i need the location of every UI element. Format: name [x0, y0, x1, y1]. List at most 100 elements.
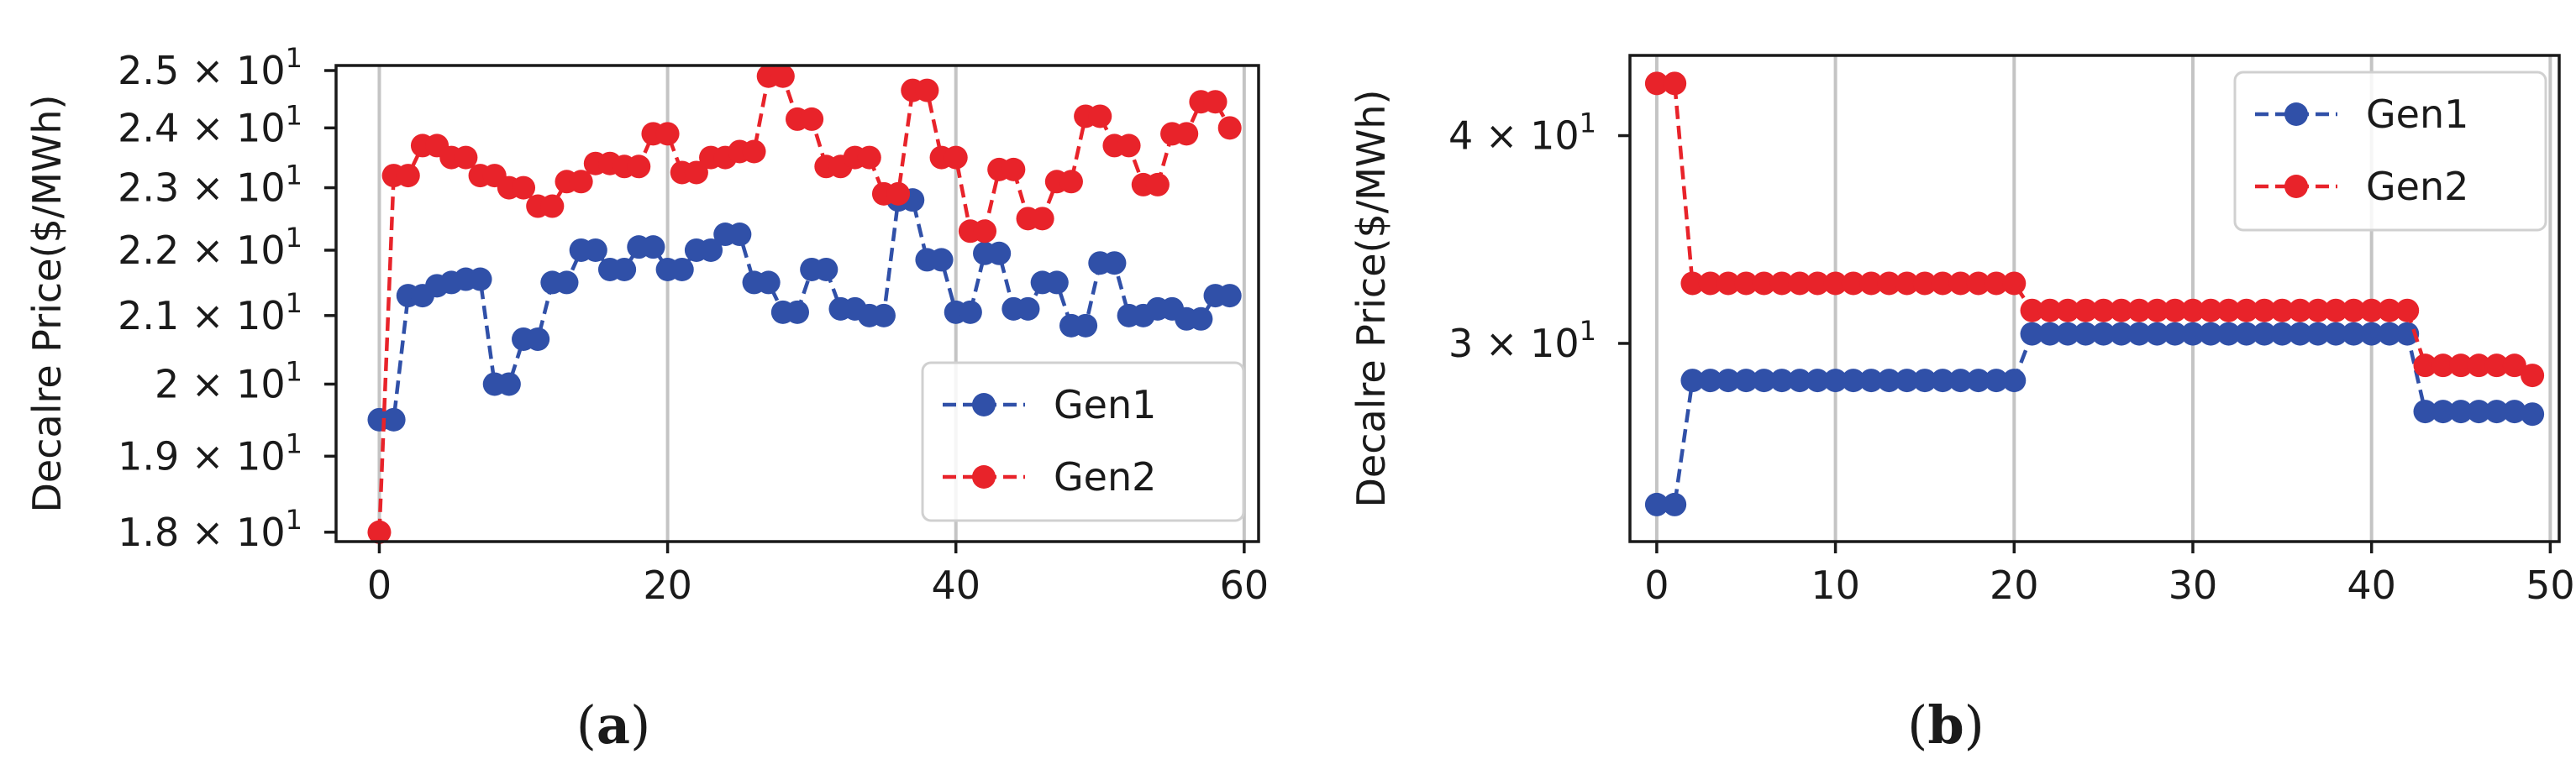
- legend: Gen1 Gen2: [921, 361, 1245, 522]
- data-point-gen2: [1788, 271, 1812, 296]
- data-point-gen2: [1644, 71, 1669, 96]
- data-point-gen2: [1966, 271, 1990, 296]
- data-point-gen1: [929, 248, 954, 272]
- x-tick-label: 40: [931, 563, 980, 608]
- data-point-gen1: [2521, 402, 2545, 427]
- data-point-gen1: [497, 372, 521, 396]
- data-point-gen1: [1912, 369, 1937, 393]
- data-point-gen2: [627, 154, 651, 179]
- x-tick-label: 60: [1220, 563, 1270, 608]
- data-point-gen2: [1806, 271, 1830, 296]
- data-point-gen1: [1044, 270, 1069, 295]
- data-point-gen2: [569, 170, 593, 194]
- y-tick-label: 2.1 × 101: [118, 287, 302, 338]
- data-point-gen1: [1680, 369, 1705, 393]
- data-point-gen2: [2359, 298, 2384, 322]
- data-point-gen2: [2449, 353, 2473, 378]
- data-point-gen2: [973, 219, 997, 243]
- data-point-gen1: [1769, 369, 1794, 393]
- data-point-gen2: [1912, 271, 1937, 296]
- data-point-gen2: [1217, 116, 1242, 140]
- data-point-gen2: [2395, 298, 2420, 322]
- data-point-gen1: [2127, 322, 2152, 346]
- data-point-gen1: [381, 407, 406, 432]
- legend-marker-gen2: [2284, 175, 2308, 198]
- data-point-gen2: [2305, 298, 2330, 322]
- data-point-gen1: [583, 238, 607, 262]
- data-point-gen1: [2020, 322, 2044, 346]
- data-point-gen2: [2270, 298, 2295, 322]
- data-point-gen1: [1663, 492, 1687, 516]
- data-point-gen2: [454, 145, 478, 170]
- data-point-gen1: [2037, 322, 2062, 346]
- data-point-gen1: [2091, 322, 2116, 346]
- data-point-gen1: [1931, 369, 1955, 393]
- data-point-gen2: [655, 122, 680, 146]
- data-point-gen2: [1823, 271, 1848, 296]
- y-tick-label: 4 × 101: [1448, 107, 1596, 159]
- data-point-gen1: [2234, 322, 2258, 346]
- data-point-gen1: [2109, 322, 2133, 346]
- legend-label-gen2: Gen2: [1054, 454, 1156, 500]
- data-point-gen2: [2091, 298, 2116, 322]
- data-point-gen1: [2413, 400, 2437, 424]
- data-point-gen1: [2359, 322, 2384, 346]
- legend-marker-gen1: [972, 393, 996, 416]
- data-point-gen2: [540, 194, 565, 218]
- data-point-gen1: [1644, 492, 1669, 516]
- data-point-gen1: [641, 235, 665, 259]
- data-point-gen1: [1841, 369, 1865, 393]
- data-point-gen1: [2449, 400, 2473, 424]
- y-tick-label: 2 × 101: [155, 355, 302, 406]
- data-point-gen2: [1663, 71, 1687, 96]
- data-point-gen1: [2074, 322, 2098, 346]
- data-point-gen2: [1203, 90, 1228, 114]
- data-point-gen2: [2163, 298, 2187, 322]
- data-point-gen2: [2056, 298, 2080, 322]
- data-point-gen2: [1859, 271, 1884, 296]
- caption-a: (a): [576, 694, 651, 756]
- data-point-gen1: [2324, 322, 2348, 346]
- y-tick-label: 2.2 × 101: [118, 222, 302, 273]
- data-point-gen2: [1030, 207, 1054, 231]
- legend-label-gen2: Gen2: [2366, 164, 2468, 209]
- data-point-gen1: [2431, 400, 2455, 424]
- data-point-gen2: [2431, 353, 2455, 378]
- data-point-gen2: [742, 139, 766, 164]
- data-point-gen2: [2199, 298, 2223, 322]
- x-tick-label: 30: [2169, 563, 2218, 608]
- legend: Gen1 Gen2: [2233, 71, 2547, 232]
- data-point-gen1: [1698, 369, 1722, 393]
- data-point-gen2: [367, 520, 392, 544]
- data-point-gen2: [1931, 271, 1955, 296]
- data-point-gen1: [1016, 296, 1040, 321]
- data-point-gen2: [2324, 298, 2348, 322]
- data-point-gen2: [1088, 104, 1112, 128]
- data-point-gen2: [2253, 298, 2277, 322]
- data-point-gen2: [1877, 271, 1901, 296]
- data-point-gen1: [2056, 322, 2080, 346]
- data-point-gen1: [2467, 400, 2491, 424]
- data-point-gen1: [1948, 369, 1973, 393]
- legend-marker-gen2: [972, 465, 996, 489]
- y-tick-label: 1.9 × 101: [118, 427, 302, 479]
- data-point-gen2: [1698, 271, 1722, 296]
- data-point-gen1: [958, 300, 982, 324]
- data-point-gen1: [2395, 322, 2420, 346]
- caption-b: (b): [1907, 694, 1985, 756]
- data-point-gen2: [684, 160, 708, 185]
- data-point-gen1: [1966, 369, 1990, 393]
- data-point-gen1: [728, 223, 752, 247]
- data-point-gen2: [1001, 157, 1026, 181]
- data-point-gen2: [1752, 271, 1776, 296]
- data-point-gen1: [2145, 322, 2169, 346]
- y-tick-label: 2.3 × 101: [118, 160, 302, 211]
- legend-label-gen1: Gen1: [1054, 382, 1156, 427]
- data-point-gen1: [2270, 322, 2295, 346]
- data-point-gen1: [987, 241, 1012, 265]
- data-point-gen1: [2377, 322, 2401, 346]
- data-point-gen2: [1734, 271, 1759, 296]
- data-point-gen1: [2342, 322, 2366, 346]
- data-point-gen1: [814, 257, 839, 281]
